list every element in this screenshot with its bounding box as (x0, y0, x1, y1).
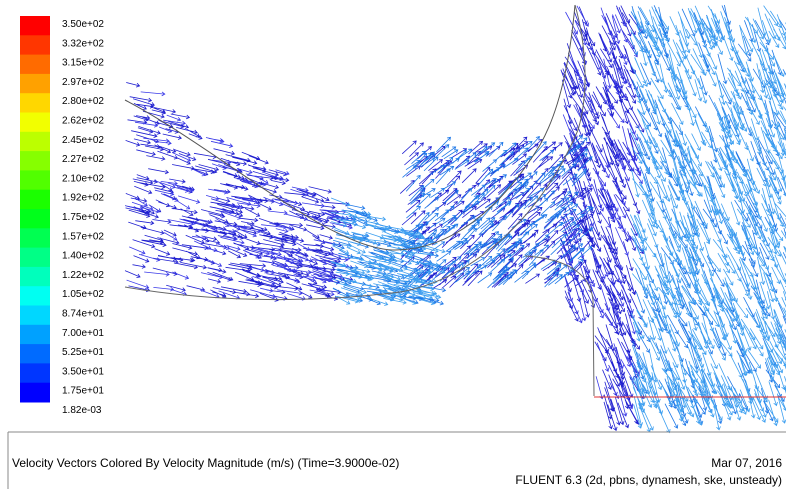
colorbar-label: 5.25e+01 (62, 347, 104, 358)
colorbar-label: 1.82e-03 (62, 405, 102, 416)
colorbar-swatch (20, 267, 50, 287)
colorbar-label: 2.97e+02 (62, 77, 104, 88)
colorbar-swatch (20, 132, 50, 152)
colorbar-swatch (20, 228, 50, 248)
colorbar-swatch (20, 383, 50, 403)
caption: Velocity Vectors Colored By Velocity Mag… (12, 456, 399, 470)
colorbar-swatch (20, 74, 50, 94)
colorbar-label: 1.57e+02 (62, 231, 104, 242)
colorbar-swatch (20, 93, 50, 113)
colorbar-swatch (20, 248, 50, 268)
colorbar-label: 2.27e+02 (62, 154, 104, 165)
colorbar-swatch (20, 35, 50, 55)
colorbar: 3.50e+02 3.32e+02 3.15e+02 2.97e+02 2.80e+02… (20, 16, 104, 416)
colorbar-label: 1.05e+02 (62, 289, 104, 300)
colorbar-label: 2.10e+02 (62, 173, 104, 184)
colorbar-label: 3.50e+02 (62, 19, 104, 30)
colorbar-label: 1.75e+01 (62, 386, 104, 397)
colorbar-label: 7.00e+01 (62, 328, 104, 339)
colorbar-swatch (20, 363, 50, 383)
date: Mar 07, 2016 (711, 456, 782, 470)
colorbar-label: 2.62e+02 (62, 116, 104, 127)
colorbar-label: 1.22e+02 (62, 270, 104, 281)
colorbar-swatch (20, 113, 50, 133)
colorbar-label: 1.40e+02 (62, 251, 104, 262)
colorbar-label: 3.32e+02 (62, 38, 104, 49)
colorbar-label: 1.75e+02 (62, 212, 104, 223)
colorbar-label: 2.45e+02 (62, 135, 104, 146)
colorbar-label: 2.80e+02 (62, 96, 104, 107)
colorbar-swatch (20, 325, 50, 345)
colorbar-swatch (20, 209, 50, 229)
colorbar-label: 1.92e+02 (62, 193, 104, 204)
colorbar-label: 8.74e+01 (62, 309, 104, 320)
colorbar-swatch (20, 344, 50, 364)
colorbar-swatch (20, 55, 50, 75)
colorbar-swatch (20, 16, 50, 36)
colorbar-swatch (20, 190, 50, 210)
colorbar-swatch (20, 151, 50, 171)
colorbar-swatch (20, 306, 50, 326)
colorbar-label: 3.15e+02 (62, 58, 104, 69)
colorbar-label: 3.50e+01 (62, 366, 104, 377)
colorbar-swatch (20, 170, 50, 190)
solver-info: FLUENT 6.3 (2d, pbns, dynamesh, ske, uns… (515, 473, 782, 487)
colorbar-swatch (20, 286, 50, 306)
viewer: 3.50e+02 3.32e+02 3.15e+02 2.97e+02 2.80e+02… (0, 0, 786, 489)
